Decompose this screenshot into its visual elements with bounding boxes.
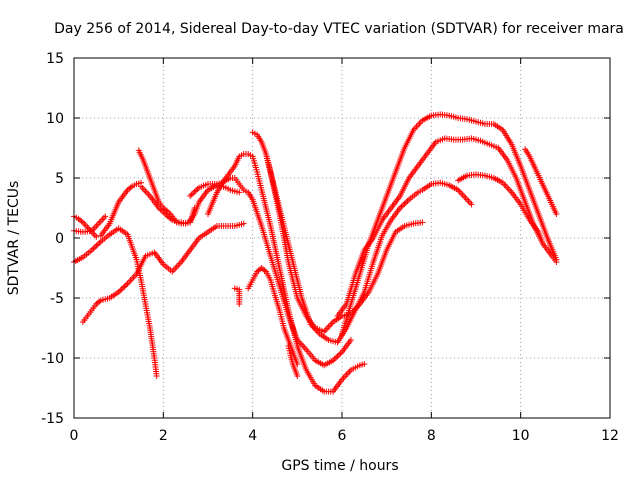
data-point xyxy=(188,191,195,198)
data-point xyxy=(193,187,200,194)
data-point xyxy=(240,220,247,227)
chart-title: Day 256 of 2014, Sidereal Day-to-day VTE… xyxy=(54,21,624,37)
x-axis-label: GPS time / hours xyxy=(281,458,398,474)
data-point xyxy=(120,284,127,291)
y-tick-label: -5 xyxy=(50,291,64,307)
y-tick-label: 5 xyxy=(55,171,64,187)
data-point xyxy=(397,205,404,211)
series-track-04 xyxy=(79,220,247,325)
data-point xyxy=(334,353,341,360)
data-point xyxy=(157,206,164,213)
data-point xyxy=(93,233,100,240)
y-tick-label: 15 xyxy=(46,51,64,67)
x-tick-label: 12 xyxy=(601,428,619,444)
series-track-01 xyxy=(71,225,160,379)
data-point xyxy=(88,247,95,253)
data-point xyxy=(336,351,343,358)
data-point xyxy=(236,189,243,196)
data-point xyxy=(123,282,130,288)
data-point xyxy=(90,245,97,252)
x-tick-label: 10 xyxy=(512,428,530,444)
data-point xyxy=(191,188,198,195)
data-point xyxy=(553,256,560,263)
series-track-11 xyxy=(231,285,243,307)
data-point xyxy=(160,209,167,216)
data-point xyxy=(337,350,344,357)
data-point xyxy=(294,373,301,379)
x-tick-label: 0 xyxy=(70,428,79,444)
data-point xyxy=(553,211,560,217)
data-point xyxy=(398,203,405,210)
series-track-03 xyxy=(71,213,109,235)
data-point xyxy=(404,198,411,204)
data-point xyxy=(194,186,201,192)
data-point xyxy=(400,202,407,209)
data-point xyxy=(331,356,338,362)
x-tick-label: 6 xyxy=(338,428,347,444)
series-track-15 xyxy=(285,343,301,379)
data-point xyxy=(401,200,408,207)
data-point xyxy=(117,287,124,294)
data-point xyxy=(155,205,162,211)
data-point xyxy=(93,242,100,249)
data-point xyxy=(403,199,410,206)
data-point xyxy=(236,301,243,307)
data-point xyxy=(468,201,475,208)
series-track-19 xyxy=(522,146,560,217)
data-point xyxy=(261,267,268,274)
data-point xyxy=(361,361,368,367)
data-point xyxy=(94,241,101,248)
plot-frame xyxy=(73,57,611,419)
data-point xyxy=(419,219,426,226)
series-track-18 xyxy=(455,171,546,247)
data-point xyxy=(91,244,98,251)
data-point xyxy=(187,193,194,199)
data-point xyxy=(190,190,197,197)
data-points xyxy=(71,111,560,395)
data-point xyxy=(78,218,85,225)
data-point xyxy=(121,283,128,290)
data-point xyxy=(127,184,134,191)
series-track-17 xyxy=(339,111,560,337)
data-point xyxy=(118,286,125,293)
data-point xyxy=(115,289,122,295)
series-track-09 xyxy=(205,151,354,395)
x-tick-label: 8 xyxy=(427,428,436,444)
data-point xyxy=(96,298,103,305)
data-point xyxy=(330,357,337,364)
data-point xyxy=(158,207,165,214)
y-tick-label: -10 xyxy=(41,351,64,367)
data-point xyxy=(161,210,168,217)
y-tick-label: 0 xyxy=(55,231,64,247)
y-axis-label: SDTVAR / TECUs xyxy=(6,181,22,296)
x-tick-label: 4 xyxy=(248,428,257,444)
data-point xyxy=(347,337,354,343)
series-track-05 xyxy=(97,179,144,239)
data-point xyxy=(163,212,170,218)
data-point xyxy=(102,213,109,220)
y-tick-label: 10 xyxy=(46,111,64,127)
data-point xyxy=(96,240,103,246)
x-tick-label: 2 xyxy=(159,428,168,444)
series-track-10 xyxy=(347,361,368,373)
axis-ticks: 0 2 4 6 8 10 12 -15 -10 -5 0 5 10 15 xyxy=(41,51,619,444)
series-track-14 xyxy=(263,151,475,346)
data-point xyxy=(333,354,340,361)
data-point xyxy=(540,241,546,247)
data-point xyxy=(153,373,160,379)
data-point xyxy=(167,215,174,222)
series-track-07 xyxy=(138,183,198,227)
y-tick-label: -15 xyxy=(41,411,64,427)
data-point xyxy=(191,205,198,211)
